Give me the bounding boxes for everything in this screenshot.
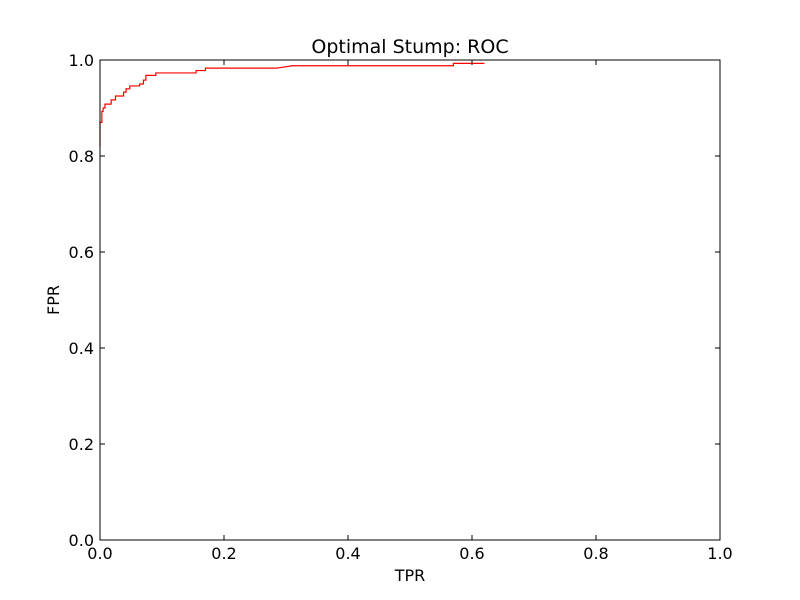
y-tick-label: 1.0 [69, 51, 94, 70]
y-tick-label: 0.4 [69, 339, 94, 358]
plot-area: 0.0 0.2 0.4 0.6 0.8 1.0 0.0 0.2 0.4 0.6 0.8 1.0 [69, 51, 733, 563]
roc-curve-line [99, 62, 485, 147]
x-tick-label: 0.0 [87, 544, 112, 563]
x-tick-label: 0.8 [583, 544, 608, 563]
y-tick-label: 0.8 [69, 147, 94, 166]
y-tick-label: 0.2 [69, 435, 94, 454]
plot-frame [99, 59, 721, 541]
x-axis-label: TPR [394, 566, 426, 585]
y-tick-label: 0.0 [69, 531, 94, 550]
y-tick-label: 0.6 [69, 243, 94, 262]
x-tick-label: 0.6 [459, 544, 484, 563]
y-axis-label: FPR [44, 285, 63, 315]
chart-title: Optimal Stump: ROC [311, 36, 508, 58]
plot-background [100, 60, 720, 540]
ticks-layer: 0.0 0.2 0.4 0.6 0.8 1.0 0.0 0.2 0.4 0.6 0.8 1.0 [69, 51, 733, 563]
x-tick-label: 0.4 [335, 544, 360, 563]
x-tick-label: 1.0 [707, 544, 732, 563]
x-tick-label: 0.2 [211, 544, 236, 563]
series-layer [99, 62, 485, 147]
